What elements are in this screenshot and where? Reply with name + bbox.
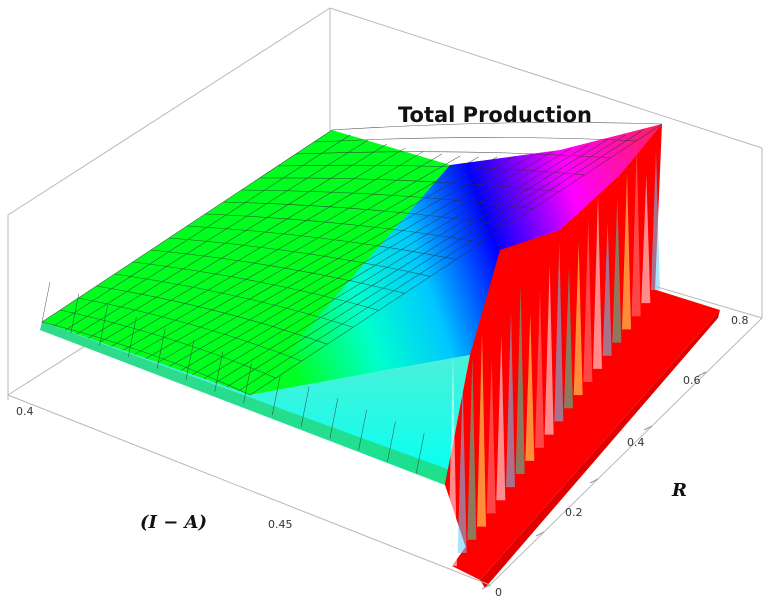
mesh-line: [215, 139, 608, 384]
mesh-line: [150, 249, 405, 294]
cliff-spike: [467, 357, 477, 540]
mesh-line: [415, 433, 425, 474]
mesh-line: [180, 151, 553, 371]
mesh-line: [41, 281, 51, 323]
bounding-box-front: [7, 317, 763, 586]
mesh-line: [41, 321, 251, 396]
mesh-line: [168, 237, 431, 277]
cliff-spike: [641, 175, 651, 304]
cliff-spike: [535, 289, 544, 448]
mesh-line: [300, 386, 310, 427]
cliff-spike: [448, 355, 457, 566]
mesh-line: [192, 148, 571, 375]
mesh-line: [226, 134, 626, 388]
mesh-line: [387, 421, 396, 462]
surface-plateau: [42, 130, 540, 395]
cliff-spike: [631, 149, 641, 317]
mesh-line: [78, 297, 302, 362]
cliff-spike: [554, 241, 564, 422]
mesh-line: [99, 305, 108, 346]
chart-title: Total Production: [398, 103, 592, 127]
ia-tick-0.4: 0.4: [16, 405, 34, 418]
r-axis-ticks: [481, 371, 707, 590]
mesh-line: [358, 410, 367, 451]
mesh-line: [249, 123, 663, 396]
mesh-line: [223, 201, 508, 226]
mesh-line: [156, 328, 166, 369]
r-tick-0.4: 0.4: [627, 436, 645, 449]
mesh-line: [64, 139, 369, 331]
mesh-line: [134, 156, 479, 355]
mesh-line: [214, 351, 223, 392]
r-tick-0.6: 0.6: [683, 374, 701, 387]
mesh-line: [313, 137, 637, 143]
cliff-spike: [477, 333, 486, 527]
mesh-line: [60, 309, 276, 379]
mesh-line: [331, 122, 663, 131]
mesh-line: [157, 155, 516, 363]
mesh-line: [243, 363, 252, 404]
cliff-spike: [457, 381, 467, 553]
mesh-line: [238, 129, 644, 392]
mesh-line: [70, 293, 80, 334]
cliff-spike: [651, 151, 660, 290]
cliff-spike: [602, 221, 612, 356]
mesh-line: [185, 340, 195, 381]
cliff-spike: [583, 219, 593, 382]
ia-tick-0.45: 0.45: [268, 518, 293, 531]
mesh-line: [88, 147, 406, 339]
x-axis-label: (I − A): [140, 512, 207, 533]
cliff-spike: [564, 267, 573, 409]
cliff-spike: [593, 195, 602, 369]
mesh-line: [122, 155, 461, 351]
mesh-line: [203, 144, 589, 380]
mesh-line: [329, 398, 339, 439]
mesh-line: [272, 375, 281, 416]
cliff-spike: [486, 359, 496, 514]
mesh-line: [111, 153, 443, 347]
mesh-line: [277, 164, 585, 176]
cliff-spikes: [448, 149, 660, 566]
y-axis-label: R: [671, 480, 687, 501]
mesh-line: [145, 156, 498, 359]
cliff-spike: [612, 197, 622, 343]
mesh-line: [53, 134, 351, 327]
mesh-line: [76, 143, 388, 335]
cliff-spike: [622, 173, 631, 330]
cliff-spike: [525, 313, 535, 461]
r-tick-0.8: 0.8: [731, 314, 749, 327]
mesh-line: [295, 151, 611, 159]
mesh-line: [168, 154, 534, 367]
cliff-spike: [544, 265, 554, 435]
cliff-spike: [515, 287, 525, 474]
mesh-line: [99, 151, 424, 343]
cliff-spike: [506, 311, 515, 488]
mesh-line: [96, 285, 328, 345]
mesh-line: [205, 213, 482, 243]
r-tick-0: 0: [495, 586, 502, 599]
surface-mesh: [41, 122, 663, 486]
mesh-line: [259, 177, 560, 193]
mesh-line: [128, 316, 137, 357]
r-tick-0.2: 0.2: [565, 506, 583, 519]
mesh-line: [41, 129, 333, 323]
cliff-spike: [573, 243, 583, 396]
cliff-spike: [496, 335, 506, 501]
